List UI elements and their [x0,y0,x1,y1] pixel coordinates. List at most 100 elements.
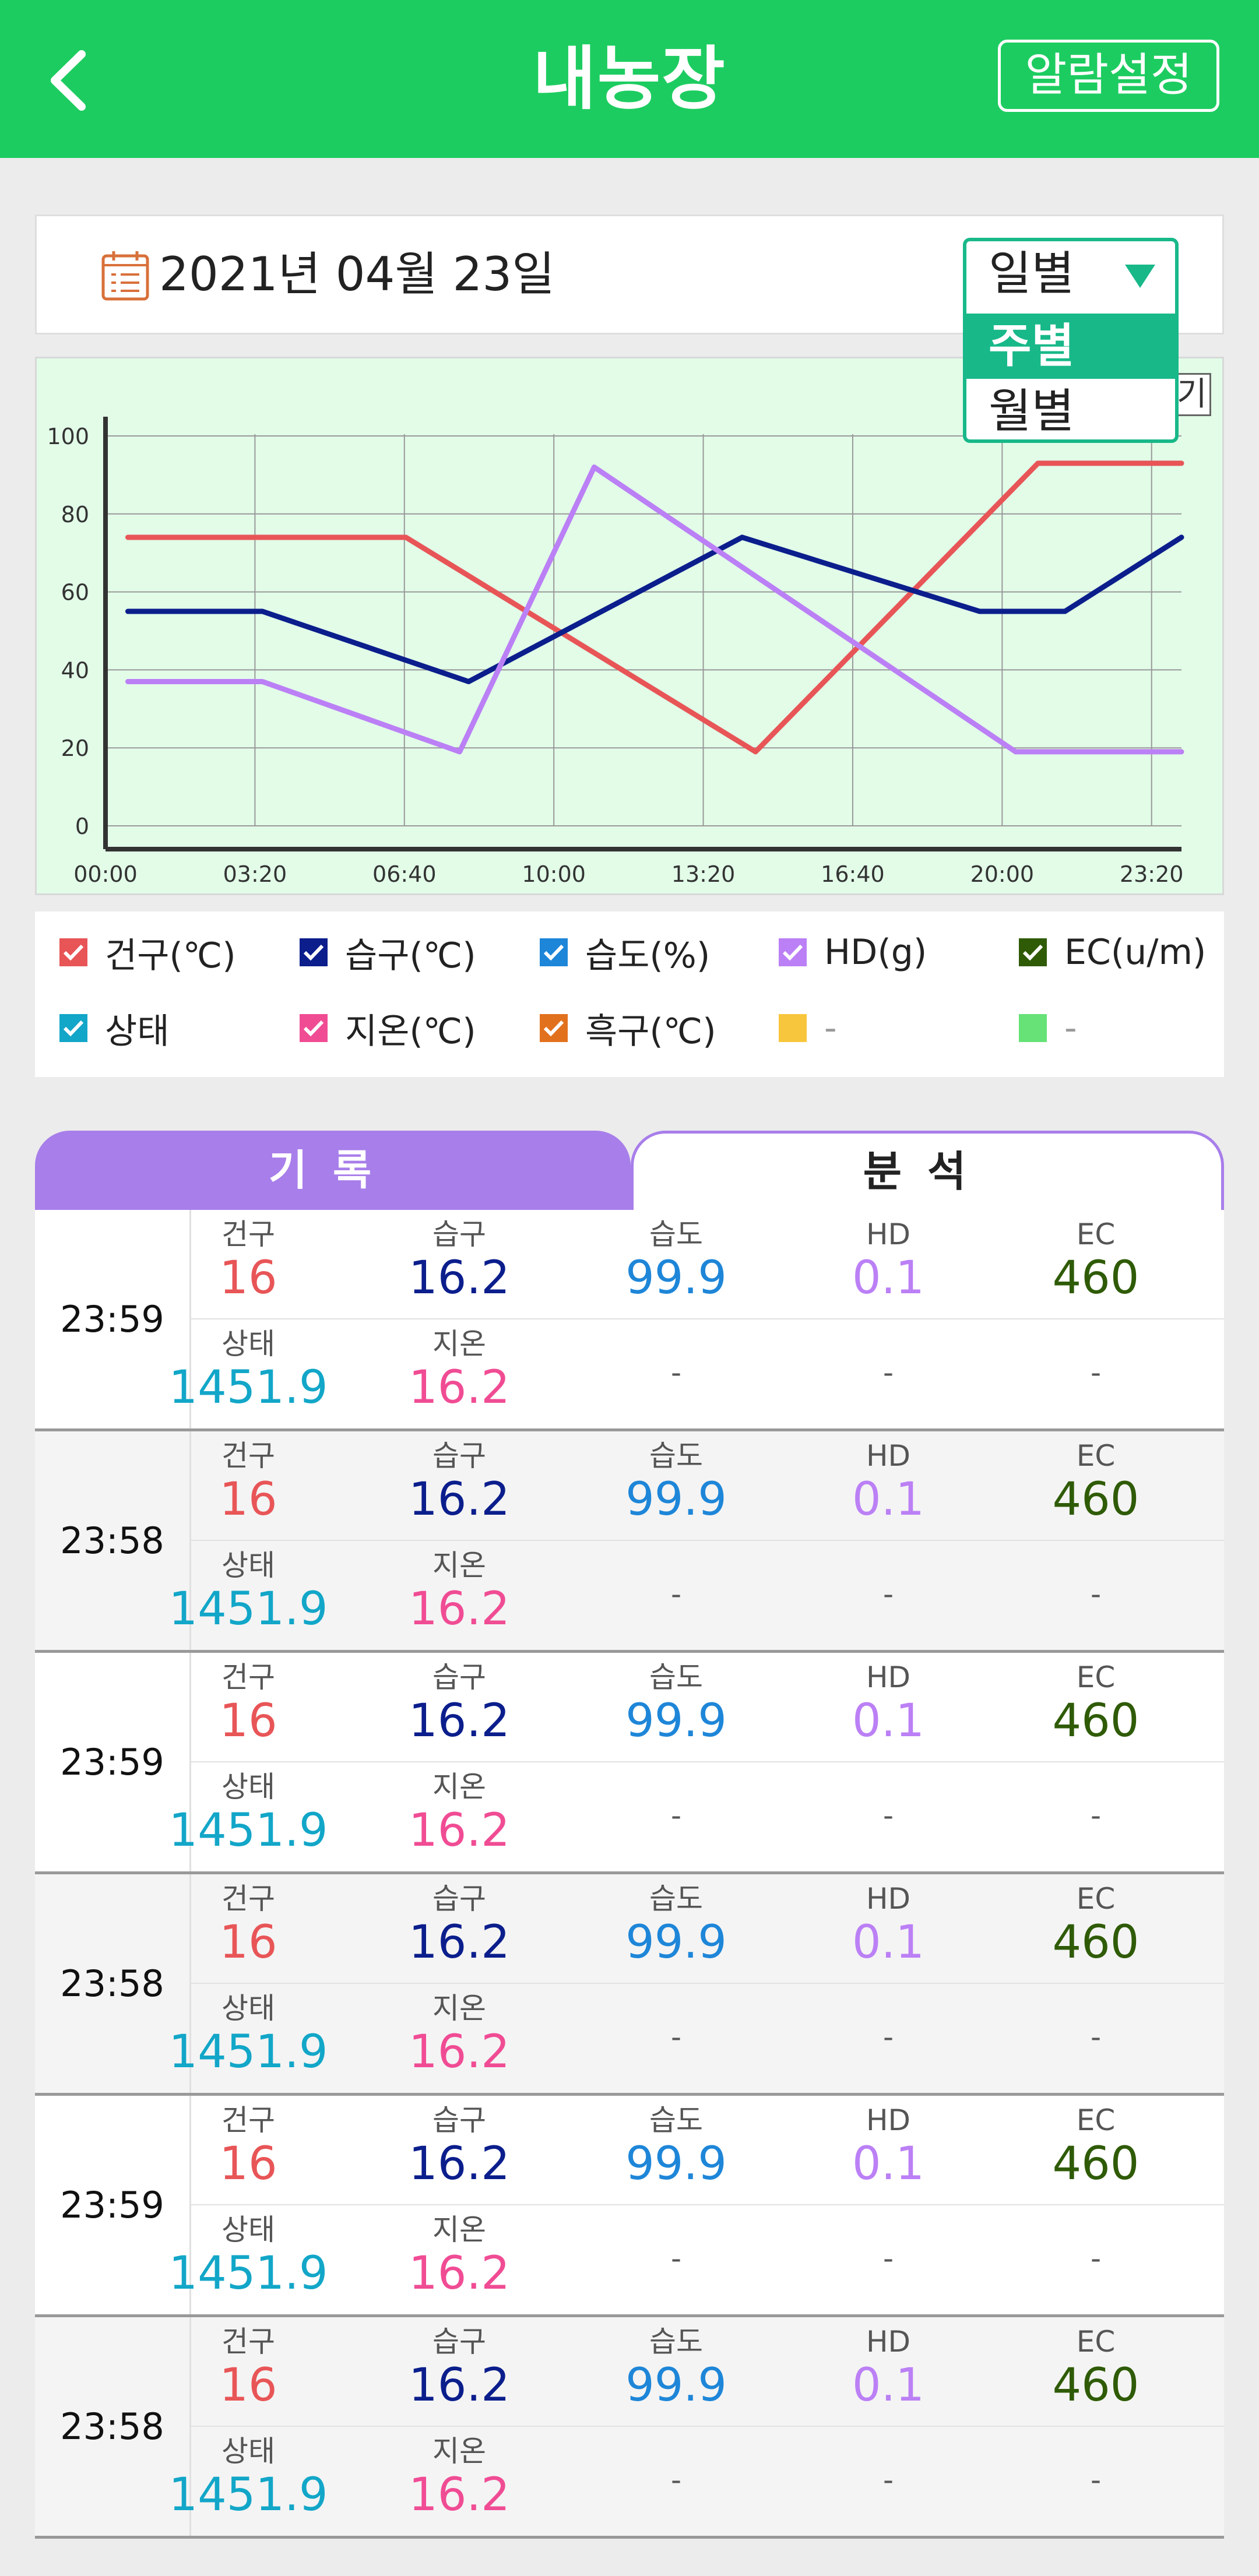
field-value: 99.9 [625,1695,727,1747]
field-ec: EC 460 [991,1438,1201,1526]
field-status: 상태 1451.9 [143,2434,353,2521]
field-dry: 건구 16 [143,2103,353,2190]
field-humidity: 습도 99.9 [571,1660,781,1747]
legend-item[interactable]: 흑구(℃) [540,1005,716,1052]
selected-date[interactable]: 2021년 04월 23일 [159,247,555,301]
period-option-week[interactable]: 주별 [966,314,1175,379]
legend-label: 흑구(℃) [585,1011,716,1052]
y-tick-label: 0 [75,814,89,839]
field-label: 습구 [432,1439,486,1473]
empty-value: - [670,1577,682,1611]
record-row[interactable]: 23:59 건구 16 습구 16.2 습도 99.9 HD 0.1 EC 460 상태 1451.9 지… [35,1653,1224,1874]
y-tick-label: 80 [61,502,89,527]
field-value: 99.9 [625,1916,727,1969]
legend-item[interactable]: - [779,1005,837,1051]
field-label: 습도 [649,2103,703,2137]
field-label: HD [866,2103,911,2137]
field-hd: HD 0.1 [783,1217,993,1304]
checkbox-icon[interactable] [779,938,807,966]
checkbox-icon[interactable] [540,938,568,966]
field-value: 460 [1052,1695,1140,1747]
checkbox-icon[interactable] [300,1014,328,1042]
alarm-settings-button[interactable]: 알람설정 [998,40,1219,112]
legend-label: 습도(%) [585,935,711,976]
chart-legend: 건구(℃) 습구(℃) 습도(%) HD(g) EC(u/m) 상태 지온(℃) 흑구(℃) -… [35,912,1224,1077]
field-humidity: 습도 99.9 [571,1881,781,1969]
field-value: 0.1 [852,2138,925,2190]
field-label: 건구 [221,1882,275,1916]
field-label: 습도 [649,2325,703,2359]
legend-item[interactable]: HD(g) [779,929,927,976]
field-label: 지온 [432,1770,486,1804]
legend-item[interactable]: EC(u/m) [1019,929,1206,976]
series-line-1 [125,460,1184,755]
field-dry: 건구 16 [143,2324,353,2412]
checkbox-icon[interactable] [1019,1014,1047,1042]
field-dry: 건구 16 [143,1660,353,1747]
record-row[interactable]: 23:59 건구 16 습구 16.2 습도 99.9 HD 0.1 EC 460 상태 1451.9 지… [35,1210,1224,1431]
legend-item[interactable]: 습구(℃) [300,929,476,976]
field-value: 16 [219,2138,277,2190]
tab-record[interactable]: 기록 [35,1131,631,1210]
field-value: 16.2 [409,1804,510,1857]
row-divider [191,1761,1224,1762]
legend-label: HD(g) [824,932,927,973]
x-tick-label: 16:40 [821,861,885,887]
legend-item[interactable]: 지온(℃) [300,1005,476,1052]
field-wet: 습구 16.2 [354,2103,564,2190]
field-wet: 습구 16.2 [354,1217,564,1304]
field-value: 0.1 [852,1695,925,1747]
legend-label: 습구(℃) [345,935,476,976]
field-label: 습구 [432,2103,486,2137]
field-label: 습구 [432,1217,486,1251]
y-tick-label: 60 [61,580,89,606]
field-label: 상태 [221,1327,275,1361]
checkbox-icon[interactable] [779,1014,807,1042]
row-divider [191,1983,1224,1984]
field-label: HD [866,1882,911,1916]
field-ec: EC 460 [991,1217,1201,1304]
field-value: 0.1 [852,2359,925,2412]
record-time: 23:59 [35,1653,191,1871]
checkbox-icon[interactable] [1019,938,1047,966]
record-row[interactable]: 23:59 건구 16 습구 16.2 습도 99.9 HD 0.1 EC 460 상태 1451.9 지… [35,2096,1224,2317]
empty-value: - [670,2463,682,2497]
checkbox-icon[interactable] [300,938,328,966]
field-value: 460 [1052,2359,1140,2412]
field-soil: 지온 16.2 [354,1326,564,1414]
record-row[interactable]: 23:58 건구 16 습구 16.2 습도 99.9 HD 0.1 EC 460 상태 1451.9 지… [35,1431,1224,1653]
back-button[interactable] [28,40,110,121]
checkbox-icon[interactable] [59,938,87,966]
field-label: 상태 [221,2213,275,2247]
field-humidity: 습도 99.9 [571,2324,781,2412]
calendar-icon[interactable] [101,250,150,301]
period-select-current[interactable]: 일별 [989,247,1075,301]
record-row[interactable]: 23:58 건구 16 습구 16.2 습도 99.9 HD 0.1 EC 460 상태 1451.9 지… [35,2317,1224,2539]
tab-analysis[interactable]: 분석 [631,1131,1224,1210]
field-label: 상태 [221,1991,275,2025]
legend-item[interactable]: 건구(℃) [59,929,236,976]
empty-value: - [882,2463,894,2497]
field-wet: 습구 16.2 [354,1660,564,1747]
record-time: 23:59 [35,2096,191,2314]
chart-svg: 0 20 40 60 80 100 00:00 03:20 06:40 10:00 13:20 16:… [47,417,1184,887]
field-soil: 지온 16.2 [354,2434,564,2521]
field-wet: 습구 16.2 [354,2324,564,2412]
legend-item[interactable]: 상태 [59,1005,169,1052]
field-value: 16.2 [409,2138,510,2190]
period-select[interactable]: 일별 주별 월별 [963,238,1179,443]
x-tick-label: 23:20 [1120,861,1184,887]
legend-item[interactable]: 습도(%) [540,929,710,976]
checkbox-icon[interactable] [59,1014,87,1042]
field-label: 지온 [432,2434,486,2468]
legend-item[interactable]: - [1019,1005,1077,1051]
field-label: HD [866,1660,911,1694]
record-row[interactable]: 23:58 건구 16 습구 16.2 습도 99.9 HD 0.1 EC 460 상태 1451.9 지… [35,1874,1224,2096]
chevron-left-icon [51,50,86,111]
period-option-month[interactable]: 월별 [989,384,1075,438]
legend-label: 건구(℃) [105,935,236,976]
field-status: 상태 1451.9 [143,1991,353,2078]
checkbox-icon[interactable] [540,1014,568,1042]
empty-value: - [1090,2241,1102,2275]
field-label: 습도 [649,1217,703,1251]
